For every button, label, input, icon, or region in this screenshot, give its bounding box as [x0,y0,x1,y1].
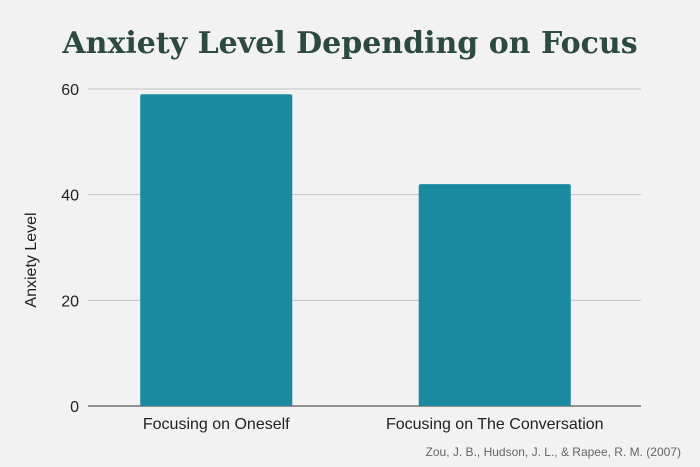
y-tick-label: 40 [61,188,79,205]
bar-0 [140,94,293,407]
y-tick-label: 0 [70,399,79,416]
chart-title: Anxiety Level Depending on Focus [61,26,637,61]
y-axis-label: Anxiety Level [23,212,40,307]
y-tick-label: 20 [61,293,79,310]
x-tick-label: Focusing on Oneself [143,416,290,433]
y-axis-ticks: 0 20 40 60 [61,82,79,416]
x-axis-ticks: Focusing on Oneself Focusing on The Conve… [143,416,604,433]
x-tick-label: Focusing on The Conversation [386,416,604,433]
source-citation: Zou, J. B., Hudson, J. L., & Rapee, R. M… [426,445,681,459]
bars [140,94,571,407]
bar-1 [418,184,571,406]
y-tick-label: 60 [61,82,79,99]
